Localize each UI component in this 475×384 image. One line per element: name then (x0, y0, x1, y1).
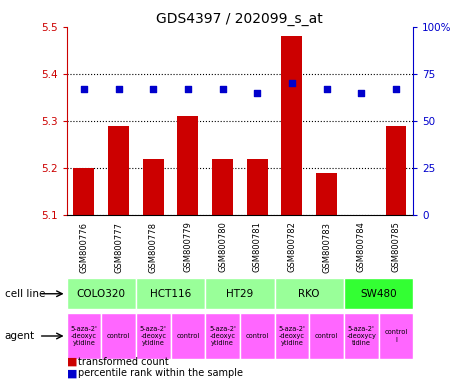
Point (392, 86, 400, 92)
Text: control
l: control l (384, 329, 408, 343)
Text: GSM800776: GSM800776 (79, 222, 88, 273)
Bar (386, 126, 406, 215)
Bar (282, 36, 302, 215)
Bar (275, 278, 344, 309)
Point (288, 80, 295, 86)
Text: GSM800783: GSM800783 (322, 222, 331, 273)
Text: control: control (107, 333, 130, 339)
Text: GSM800781: GSM800781 (253, 222, 262, 272)
Bar (212, 159, 233, 215)
Text: cell line: cell line (5, 289, 45, 299)
Bar (205, 278, 275, 309)
Text: RKO: RKO (298, 289, 320, 299)
Text: percentile rank within the sample: percentile rank within the sample (78, 368, 243, 378)
Bar (143, 159, 163, 215)
Text: 5-aza-2'
-deoxyc
ytidine: 5-aza-2' -deoxyc ytidine (209, 326, 236, 346)
Text: GSM800782: GSM800782 (287, 222, 296, 272)
Text: GSM800777: GSM800777 (114, 222, 123, 273)
Bar (66, 313, 101, 359)
Point (254, 90, 261, 96)
Text: control: control (176, 333, 200, 339)
Bar (171, 313, 205, 359)
Bar (74, 168, 94, 215)
Bar (344, 278, 413, 309)
Bar (205, 313, 240, 359)
Text: HT29: HT29 (226, 289, 254, 299)
Point (218, 86, 227, 92)
Point (358, 90, 365, 96)
Bar (178, 116, 198, 215)
Text: agent: agent (5, 331, 35, 341)
Text: GSM800784: GSM800784 (357, 222, 366, 272)
Text: GSM800779: GSM800779 (183, 222, 192, 272)
Text: 5-aza-2'
-deoxyc
ytidine: 5-aza-2' -deoxyc ytidine (140, 326, 167, 346)
Bar (66, 278, 136, 309)
Bar (240, 313, 275, 359)
Text: COLO320: COLO320 (76, 289, 126, 299)
Point (184, 86, 192, 92)
Text: 5-aza-2'
-deoxyc
ytidine: 5-aza-2' -deoxyc ytidine (278, 326, 305, 346)
Title: GDS4397 / 202099_s_at: GDS4397 / 202099_s_at (156, 12, 323, 26)
Text: HCT116: HCT116 (150, 289, 191, 299)
Text: transformed count: transformed count (78, 357, 169, 367)
Text: control: control (246, 333, 269, 339)
Bar (309, 313, 344, 359)
Text: control: control (315, 333, 338, 339)
Text: 5-aza-2'
-deoxycy
tidine: 5-aza-2' -deoxycy tidine (346, 326, 376, 346)
Text: ■: ■ (66, 368, 77, 378)
Text: SW480: SW480 (360, 289, 397, 299)
Bar (275, 313, 309, 359)
Bar (316, 173, 337, 215)
Text: GSM800778: GSM800778 (149, 222, 158, 273)
Bar (108, 126, 129, 215)
Point (115, 86, 123, 92)
Point (149, 86, 157, 92)
Bar (136, 278, 205, 309)
Bar (101, 313, 136, 359)
Point (323, 86, 331, 92)
Bar (379, 313, 413, 359)
Text: GSM800785: GSM800785 (391, 222, 400, 272)
Bar (247, 159, 267, 215)
Text: 5-aza-2'
-deoxyc
ytidine: 5-aza-2' -deoxyc ytidine (70, 326, 97, 346)
Bar (136, 313, 171, 359)
Point (80, 86, 88, 92)
Text: GSM800780: GSM800780 (218, 222, 227, 272)
Text: ■: ■ (66, 357, 77, 367)
Bar (344, 313, 379, 359)
